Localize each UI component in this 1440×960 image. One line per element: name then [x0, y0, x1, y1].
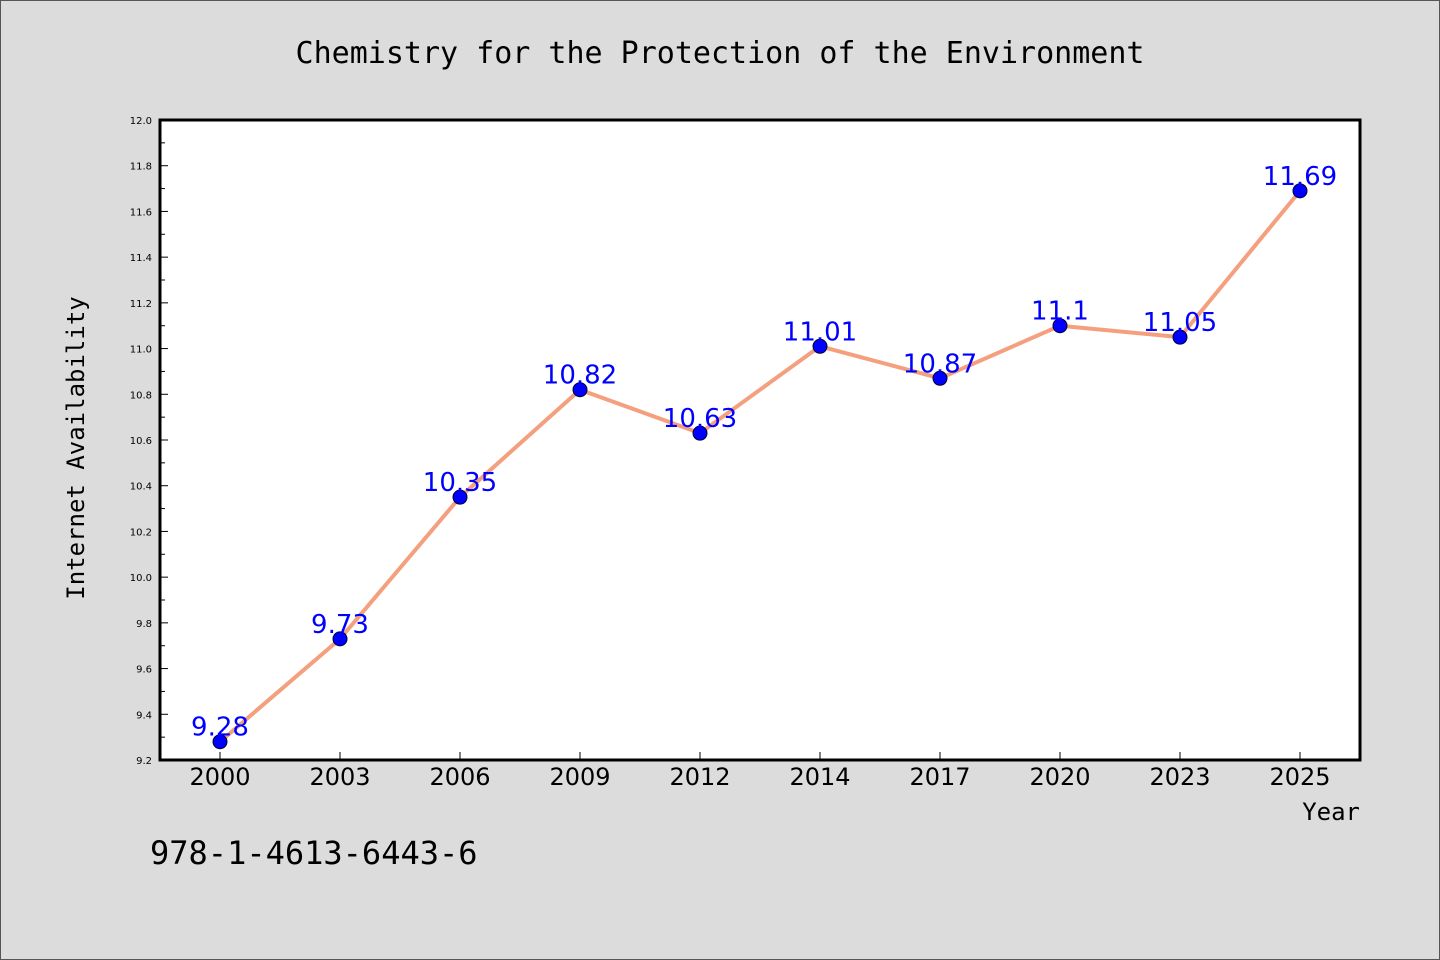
data-point — [692, 425, 708, 441]
x-axis-title: Year — [1302, 798, 1360, 826]
data-label: 10.35 — [423, 468, 497, 498]
x-tick-label: 2025 — [1269, 763, 1330, 791]
data-label: 11.01 — [783, 317, 857, 347]
y-tick-label: 9.4 — [136, 710, 152, 721]
x-tick-label: 2014 — [789, 763, 850, 791]
data-point — [1052, 318, 1068, 334]
y-tick-label: 11.4 — [130, 253, 152, 264]
data-label: 9.73 — [311, 610, 369, 640]
data-label: 11.05 — [1143, 308, 1217, 338]
data-label: 9.28 — [191, 713, 249, 743]
x-tick-label: 2020 — [1029, 763, 1090, 791]
y-tick-label: 9.2 — [136, 756, 152, 767]
x-tick-label: 2003 — [309, 763, 370, 791]
data-point — [572, 382, 588, 398]
y-tick-label: 10.4 — [130, 482, 152, 493]
data-label: 10.82 — [543, 361, 617, 391]
x-tick-label: 2009 — [549, 763, 610, 791]
y-tick-label: 10.6 — [130, 436, 152, 447]
y-tick-label: 11.0 — [130, 345, 152, 356]
data-point — [452, 489, 468, 505]
y-tick-label: 10.8 — [130, 390, 152, 401]
y-tick-label: 11.6 — [130, 207, 152, 218]
data-label: 10.63 — [663, 404, 737, 434]
x-axis-ticks: 2000 2003 2006 2009 2012 2014 2017 2020 2023 2025 — [189, 752, 1331, 791]
y-tick-label: 11.2 — [130, 299, 152, 310]
data-point — [932, 370, 948, 386]
data-markers — [212, 183, 1308, 750]
x-tick-label: 2006 — [429, 763, 490, 791]
y-axis-ticks: 9.2 9.4 9.6 9.8 10.0 10.2 10.4 10.6 10.8 11.0 11.2… — [130, 116, 168, 767]
y-tick-label: 9.6 — [136, 665, 152, 676]
y-tick-label: 10.2 — [130, 527, 152, 538]
data-point — [812, 338, 828, 354]
x-tick-label: 2012 — [669, 763, 730, 791]
x-tick-label: 2000 — [189, 763, 250, 791]
x-tick-label: 2017 — [909, 763, 970, 791]
chart-title: Chemistry for the Protection of the Envi… — [296, 36, 1145, 71]
series-line — [218, 189, 1302, 744]
y-tick-label: 9.8 — [136, 619, 152, 630]
y-tick-label: 10.0 — [130, 573, 152, 584]
data-point — [1292, 183, 1308, 199]
data-label: 10.87 — [903, 349, 977, 379]
data-labels: 9.28 9.73 10.35 10.82 10.63 11.01 10.87 11.1 11.… — [191, 162, 1337, 743]
data-point — [332, 631, 348, 647]
plot-area — [160, 120, 1360, 760]
data-point — [1172, 329, 1188, 345]
data-label: 11.69 — [1263, 162, 1337, 192]
data-label: 11.1 — [1031, 297, 1089, 327]
data-point — [212, 734, 228, 750]
plot-frame — [158, 118, 1362, 762]
y-axis-title: Internet Availability — [62, 296, 90, 599]
y-tick-label: 12.0 — [130, 116, 152, 127]
y-tick-label: 11.8 — [130, 162, 152, 173]
x-tick-label: 2023 — [1149, 763, 1210, 791]
isbn-label: 978-1-4613-6443-6 — [150, 834, 478, 872]
